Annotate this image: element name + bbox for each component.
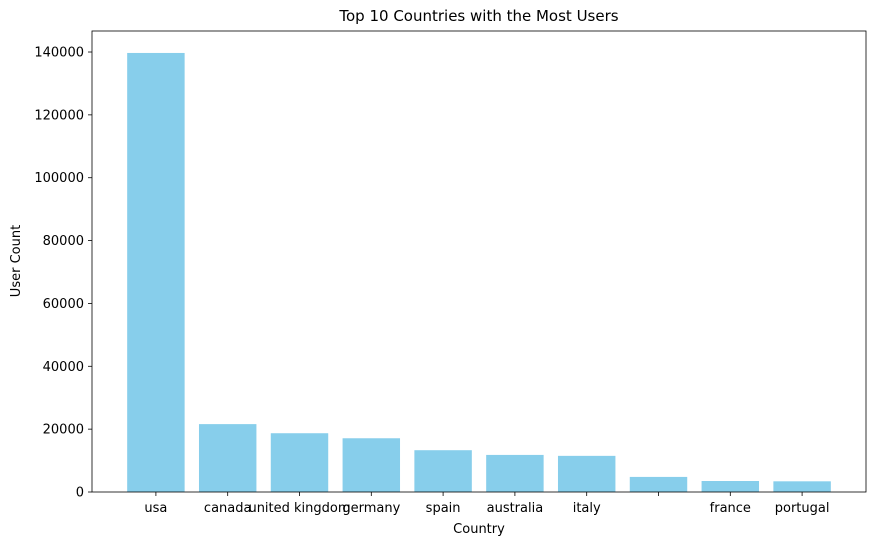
plot-frame bbox=[91, 30, 867, 493]
x-tick-label: portugal bbox=[775, 501, 830, 516]
x-tick-label: usa bbox=[144, 501, 167, 516]
x-axis-label: Country bbox=[453, 522, 505, 537]
bars-group bbox=[127, 52, 831, 492]
x-tick-label: australia bbox=[487, 501, 544, 516]
x-tick-label: canada bbox=[204, 501, 252, 516]
bar-5 bbox=[486, 454, 544, 492]
bar-3 bbox=[342, 438, 401, 492]
y-tick-label: 60000 bbox=[43, 297, 84, 312]
y-tick-label: 140000 bbox=[34, 46, 84, 61]
bar-0 bbox=[127, 52, 185, 492]
y-axis-label: User Count bbox=[9, 225, 24, 297]
x-tick-label: italy bbox=[573, 501, 601, 516]
bar-4 bbox=[414, 450, 472, 492]
y-tick-label: 120000 bbox=[34, 108, 84, 123]
bar-7 bbox=[629, 476, 688, 492]
bar-9 bbox=[773, 481, 831, 492]
x-tick-label: germany bbox=[342, 501, 400, 516]
x-tick-label: france bbox=[710, 501, 751, 516]
bar-1 bbox=[198, 424, 257, 492]
y-tick-label: 80000 bbox=[43, 234, 84, 249]
chart-title: Top 10 Countries with the Most Users bbox=[338, 7, 618, 25]
bar-2 bbox=[270, 433, 329, 492]
y-tick-label: 20000 bbox=[43, 423, 84, 438]
x-tick-label: united kingdom bbox=[248, 501, 350, 516]
y-tick-label: 0 bbox=[76, 486, 84, 501]
bar-6 bbox=[557, 455, 616, 492]
y-tick-label: 100000 bbox=[34, 171, 84, 186]
y-tick-label: 40000 bbox=[43, 360, 84, 375]
bar-8 bbox=[701, 481, 760, 492]
y-axis-ticks: 0 20000 40000 60000 80000 100000 120000 140000 bbox=[34, 46, 92, 501]
x-tick-label: spain bbox=[426, 501, 461, 516]
